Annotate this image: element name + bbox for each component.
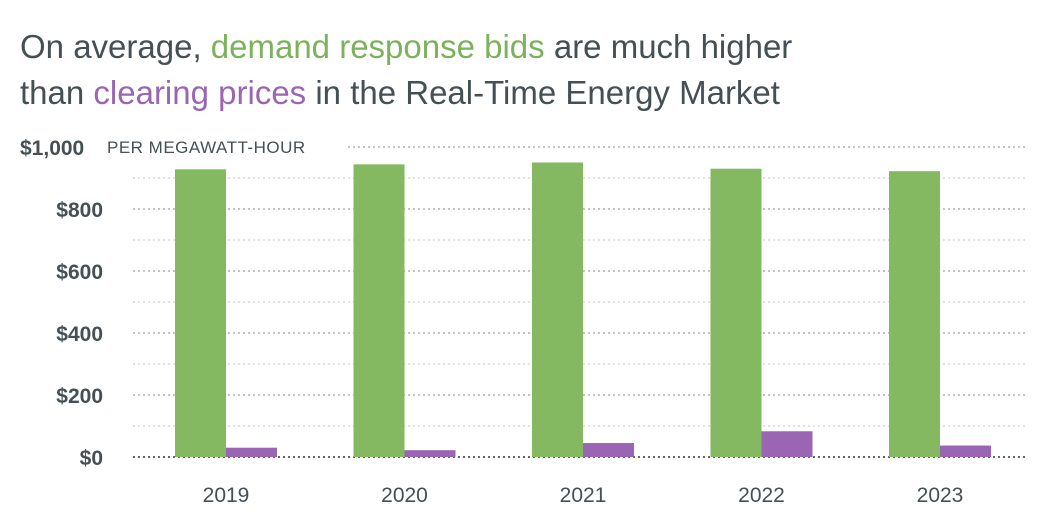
title-highlight-bids: demand response bids [210, 28, 545, 65]
bar-clearing-price [404, 450, 456, 457]
x-tick-label: 2019 [203, 484, 250, 507]
x-tick-label: 2022 [738, 484, 785, 507]
y-tick-label: $400 [56, 323, 103, 346]
y-tick-label: $600 [56, 261, 103, 284]
title-part-3: than [20, 74, 94, 111]
y-tick-label: $0 [80, 447, 103, 470]
bar-clearing-price [761, 431, 813, 457]
y-tick-label: $800 [56, 199, 103, 222]
x-tick-label: 2023 [917, 484, 964, 507]
chart-title: On average, demand response bids are muc… [20, 24, 1040, 116]
bar-demand-response-bid [175, 169, 226, 457]
y-tick-label: $1,000 [20, 137, 84, 160]
y-tick-label: $200 [56, 385, 103, 408]
title-part-4: in the Real-Time Energy Market [306, 74, 780, 111]
bar-demand-response-bid [353, 164, 405, 458]
bar-demand-response-bid [532, 162, 583, 457]
y-axis-unit-label: PER MEGAWATT-HOUR [107, 138, 306, 157]
bar-demand-response-bid [710, 168, 762, 457]
x-tick-label: 2021 [560, 484, 607, 507]
bar-clearing-price [583, 443, 634, 457]
bar-clearing-price [226, 447, 277, 457]
title-part-1: On average, [20, 28, 211, 65]
title-highlight-prices: clearing prices [93, 74, 307, 111]
bar-demand-response-bid [889, 171, 940, 457]
title-part-2: are much higher [544, 28, 793, 65]
bar-clearing-price [940, 445, 991, 457]
x-tick-label: 2020 [381, 484, 428, 507]
